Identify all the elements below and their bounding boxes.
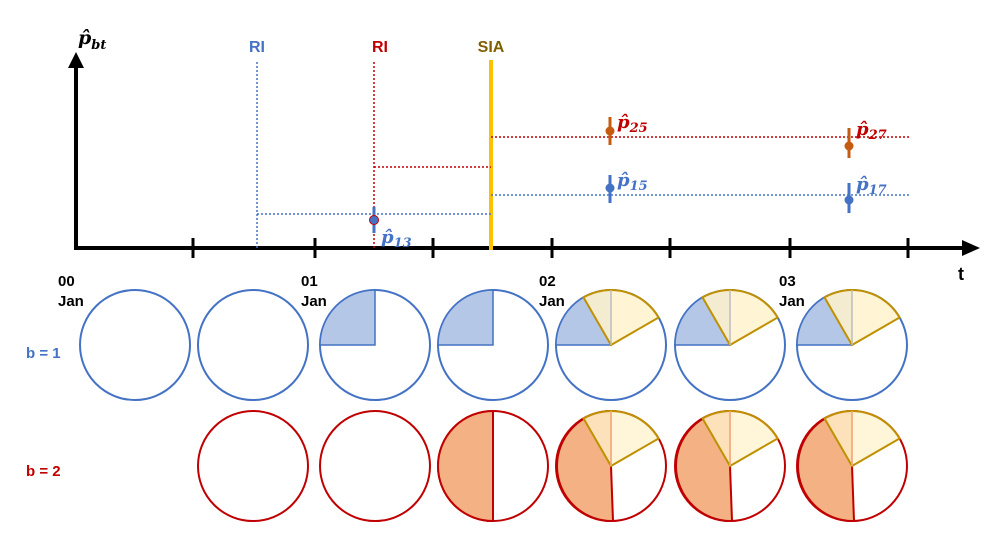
p13-label: p̂13 [381, 227, 412, 251]
pie-outline [79, 289, 191, 401]
estimate-p13: p̂13 [369, 207, 412, 251]
ri-covered-slice [319, 289, 376, 346]
tick-label-01-month: Jan [301, 293, 327, 310]
b2-pie-7 [796, 409, 908, 523]
b1-pie-7 [796, 289, 908, 401]
tick-label-03: 03 [779, 273, 796, 290]
ri-covered-slice [437, 289, 494, 346]
y-axis-label: p̂bt [78, 27, 106, 53]
ri-b1-label: RI [249, 39, 265, 56]
b1-pie-5 [555, 289, 667, 401]
p27-label: p̂27 [856, 119, 887, 143]
b2-pie-2 [197, 410, 309, 522]
b1-pie-6 [674, 289, 786, 401]
estimate-p15: p̂15 [605, 170, 648, 203]
p15-label: p̂15 [617, 170, 648, 194]
sia-covered-slice [823, 410, 901, 468]
pie-outline [319, 410, 431, 522]
b1-pie-4 [437, 289, 549, 401]
tick-label-00-month: Jan [58, 293, 84, 310]
tick-label-03-month: Jan [779, 293, 805, 310]
b2-pie-6 [674, 409, 786, 523]
ri-b2-label: RI [372, 39, 388, 56]
row-label-b2: b = 2 [26, 463, 61, 480]
sia-covered-slice [823, 289, 901, 347]
p17-point [844, 195, 854, 205]
ri-covered-slice [437, 409, 494, 523]
tick-label-02: 02 [539, 273, 556, 290]
p15-point [605, 183, 615, 193]
b2-pie-4 [437, 409, 549, 523]
b1-coverage-steps [257, 194, 910, 215]
estimate-p17: p̂17 [844, 174, 887, 213]
sia-covered-slice [582, 410, 660, 468]
p25-point [605, 126, 615, 136]
pie-outline [197, 289, 309, 401]
tick-label-02-month: Jan [539, 293, 565, 310]
sia-covered-slice [582, 289, 660, 347]
b2-pie-3 [319, 410, 431, 522]
x-axis-arrowhead [962, 240, 980, 256]
b1-pie-2 [197, 289, 309, 401]
p25-label: p̂25 [617, 112, 648, 136]
sia-label: SIA [478, 39, 505, 56]
estimate-p27: p̂27 [844, 119, 887, 158]
b2-pie-5 [555, 409, 667, 523]
sia-covered-slice [701, 410, 779, 468]
tick-labels: 00 Jan 01 Jan 02 Jan 03 Jan [58, 273, 805, 310]
tick-label-00: 00 [58, 273, 75, 290]
x-axis-ticks [191, 238, 910, 258]
p17-label: p̂17 [856, 174, 887, 198]
estimate-p25: p̂25 [605, 112, 648, 145]
p27-point [844, 141, 854, 151]
b1-pie-3 [319, 289, 431, 401]
x-axis-label: t [958, 264, 964, 284]
p13-point [369, 215, 379, 225]
y-axis-arrowhead [68, 52, 84, 68]
tick-label-01: 01 [301, 273, 318, 290]
b1-pie-1 [79, 289, 191, 401]
row-label-b1: b = 1 [26, 345, 61, 362]
sia-covered-slice [701, 289, 779, 347]
pie-outline [197, 410, 309, 522]
b2-coverage-steps [374, 136, 910, 168]
